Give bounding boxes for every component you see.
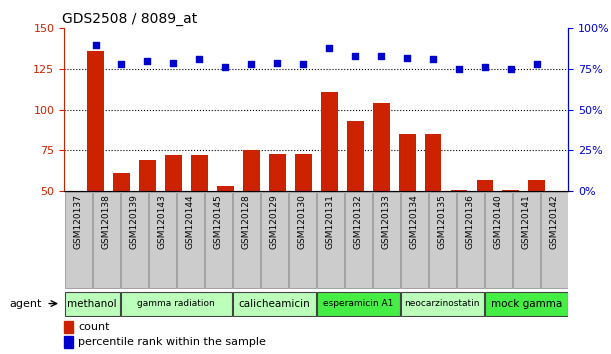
- Bar: [87, 51, 104, 273]
- Text: GSM120134: GSM120134: [410, 194, 419, 249]
- Bar: [398, 134, 415, 273]
- Text: percentile rank within the sample: percentile rank within the sample: [78, 337, 266, 347]
- Point: [298, 61, 308, 67]
- Bar: [65, 292, 120, 315]
- Point: [221, 64, 230, 70]
- Bar: [217, 186, 234, 273]
- Text: GSM120131: GSM120131: [326, 194, 335, 249]
- Text: esperamicin A1: esperamicin A1: [323, 299, 393, 308]
- Bar: [429, 192, 456, 287]
- Text: GSM120141: GSM120141: [522, 194, 531, 249]
- Bar: [401, 292, 484, 315]
- Bar: [316, 292, 400, 315]
- Bar: [316, 192, 343, 287]
- Bar: [93, 192, 120, 287]
- Text: GSM120142: GSM120142: [550, 194, 558, 249]
- Text: agent: agent: [10, 298, 42, 309]
- Text: GSM120138: GSM120138: [101, 194, 111, 249]
- Text: GSM120137: GSM120137: [74, 194, 82, 249]
- Text: GSM120144: GSM120144: [186, 194, 195, 249]
- Bar: [121, 292, 232, 315]
- Bar: [64, 321, 73, 333]
- Bar: [485, 192, 511, 287]
- Bar: [346, 121, 364, 273]
- Text: GSM120133: GSM120133: [382, 194, 390, 249]
- Point: [350, 53, 360, 59]
- Point: [376, 53, 386, 59]
- Text: GSM120140: GSM120140: [494, 194, 503, 249]
- Bar: [477, 180, 494, 273]
- Point: [506, 66, 516, 72]
- Point: [117, 61, 126, 67]
- Text: GSM120129: GSM120129: [269, 194, 279, 249]
- Bar: [205, 192, 232, 287]
- Text: GSM120143: GSM120143: [158, 194, 167, 249]
- Point: [428, 56, 438, 62]
- Text: GSM120145: GSM120145: [214, 194, 222, 249]
- Bar: [513, 192, 540, 287]
- Point: [454, 66, 464, 72]
- Bar: [64, 336, 73, 348]
- Point: [324, 45, 334, 51]
- Text: mock gamma: mock gamma: [491, 298, 562, 309]
- Text: count: count: [78, 322, 110, 332]
- Bar: [321, 92, 338, 273]
- Point: [532, 61, 542, 67]
- Text: GSM120139: GSM120139: [130, 194, 139, 249]
- Point: [169, 60, 178, 65]
- Bar: [485, 292, 568, 315]
- Bar: [529, 180, 546, 273]
- Bar: [502, 189, 519, 273]
- Text: GSM120136: GSM120136: [466, 194, 475, 249]
- Bar: [295, 154, 312, 273]
- Bar: [425, 134, 442, 273]
- Text: gamma radiation: gamma radiation: [137, 299, 215, 308]
- Bar: [233, 292, 316, 315]
- Text: GSM120135: GSM120135: [437, 194, 447, 249]
- Bar: [541, 192, 568, 287]
- Point: [194, 56, 204, 62]
- Point: [480, 64, 490, 70]
- Point: [402, 55, 412, 61]
- Bar: [450, 189, 467, 273]
- Bar: [177, 192, 203, 287]
- Bar: [191, 155, 208, 273]
- Bar: [139, 160, 156, 273]
- Text: calicheamicin: calicheamicin: [238, 298, 310, 309]
- Bar: [269, 154, 286, 273]
- Bar: [373, 192, 400, 287]
- Bar: [121, 192, 148, 287]
- Bar: [261, 192, 288, 287]
- Text: neocarzinostatin: neocarzinostatin: [404, 299, 480, 308]
- Bar: [243, 150, 260, 273]
- Bar: [457, 192, 484, 287]
- Point: [273, 60, 282, 65]
- Text: GSM120128: GSM120128: [242, 194, 251, 249]
- Text: GSM120130: GSM120130: [298, 194, 307, 249]
- Bar: [165, 155, 182, 273]
- Point: [142, 58, 152, 64]
- Text: GDS2508 / 8089_at: GDS2508 / 8089_at: [62, 12, 197, 26]
- Text: methanol: methanol: [67, 298, 117, 309]
- Bar: [289, 192, 316, 287]
- Text: GSM120132: GSM120132: [354, 194, 363, 249]
- Point: [90, 42, 100, 47]
- Bar: [148, 192, 175, 287]
- Bar: [233, 192, 260, 287]
- Bar: [345, 192, 371, 287]
- Bar: [113, 173, 130, 273]
- Bar: [65, 192, 92, 287]
- Bar: [373, 103, 390, 273]
- Point: [246, 61, 256, 67]
- Bar: [401, 192, 428, 287]
